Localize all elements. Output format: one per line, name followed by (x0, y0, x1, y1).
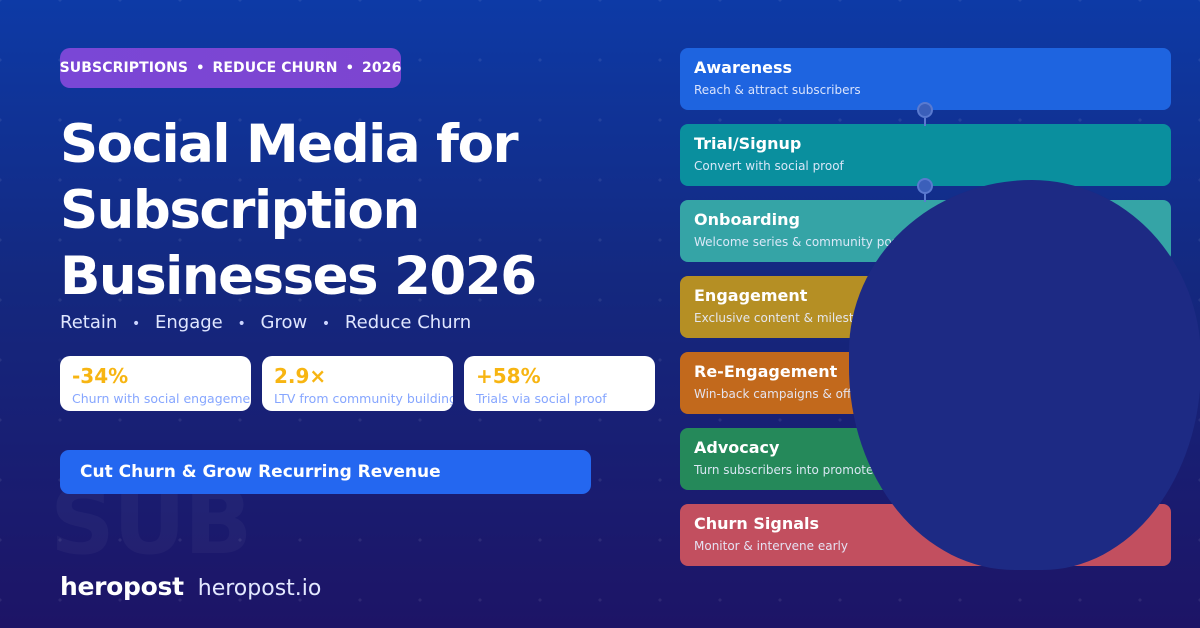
brand-footer: heropost heropost.io (60, 572, 321, 601)
connector-dot-icon (917, 178, 933, 202)
stat-card-ltv: 2.9× LTV from community building (262, 356, 453, 411)
stat-card-trials: +58% Trials via social proof (464, 356, 655, 411)
subtitle-separator: • (321, 316, 331, 332)
stage-description: Reach & attract subscribers (694, 83, 861, 97)
subtitle-item-retain: Retain (60, 312, 118, 333)
stage-description: Win-back campaigns & offers (694, 387, 870, 401)
subtitle-separator: • (132, 316, 141, 332)
stat-value: -34% (72, 364, 129, 388)
stage-description: Turn subscribers into promoters (694, 463, 885, 477)
stage-title: Trial/Signup (694, 134, 802, 153)
stat-label: Trials via social proof (476, 391, 607, 406)
title-line-3: Businesses 2026 (60, 246, 537, 307)
subtitle: Retain • Engage • Grow • Reduce Churn (60, 312, 471, 333)
stage-title: Re-Engagement (694, 362, 838, 381)
stat-label: Churn with social engagement (72, 391, 251, 406)
connector-dot-icon (917, 102, 933, 126)
stage-title: Advocacy (694, 438, 780, 457)
funnel-stage-awareness: Awareness Reach & attract subscribers (680, 48, 1171, 110)
stage-description: Welcome series & community posts (694, 235, 909, 249)
stage-title: Churn Signals (694, 514, 820, 533)
stat-value: +58% (476, 364, 541, 388)
stage-description: Exclusive content & milestones (694, 311, 883, 325)
title-line-2: Subscription (60, 180, 420, 241)
stat-label: LTV from community building (274, 391, 453, 406)
badge-separator: • (196, 60, 205, 76)
stage-title: Engagement (694, 286, 808, 305)
badge-separator: • (345, 60, 355, 76)
stage-description: Convert with social proof (694, 159, 844, 173)
stat-card-churn: -34% Churn with social engagement (60, 356, 251, 411)
page-title: Social Media for Subscription Businesses… (60, 112, 660, 310)
subtitle-separator: • (237, 316, 246, 332)
stat-value: 2.9× (274, 364, 327, 388)
title-line-1: Social Media for (60, 114, 519, 175)
stage-title: Awareness (694, 58, 792, 77)
subtitle-item-reduce-churn: Reduce Churn (344, 312, 472, 333)
stage-description: Monitor & intervene early (694, 539, 848, 553)
stage-title: Onboarding (694, 210, 800, 229)
brand-logo-text: heropost (60, 572, 184, 601)
funnel-stage-trial-signup: Trial/Signup Convert with social proof (680, 124, 1171, 186)
decorative-disc-shape (849, 180, 1200, 570)
badge-item-subscriptions: SUBSCRIPTIONS (59, 60, 189, 76)
brand-url: heropost.io (197, 576, 322, 601)
topic-badge: SUBSCRIPTIONS • REDUCE CHURN • 2026 (60, 48, 401, 88)
badge-item-reduce-churn: REDUCE CHURN (212, 60, 338, 76)
stats-row: -34% Churn with social engagement 2.9× L… (60, 356, 655, 411)
subtitle-item-grow: Grow (260, 312, 308, 333)
badge-item-year: 2026 (362, 60, 402, 76)
cta-banner: Cut Churn & Grow Recurring Revenue (60, 450, 591, 494)
subtitle-item-engage: Engage (155, 312, 223, 333)
